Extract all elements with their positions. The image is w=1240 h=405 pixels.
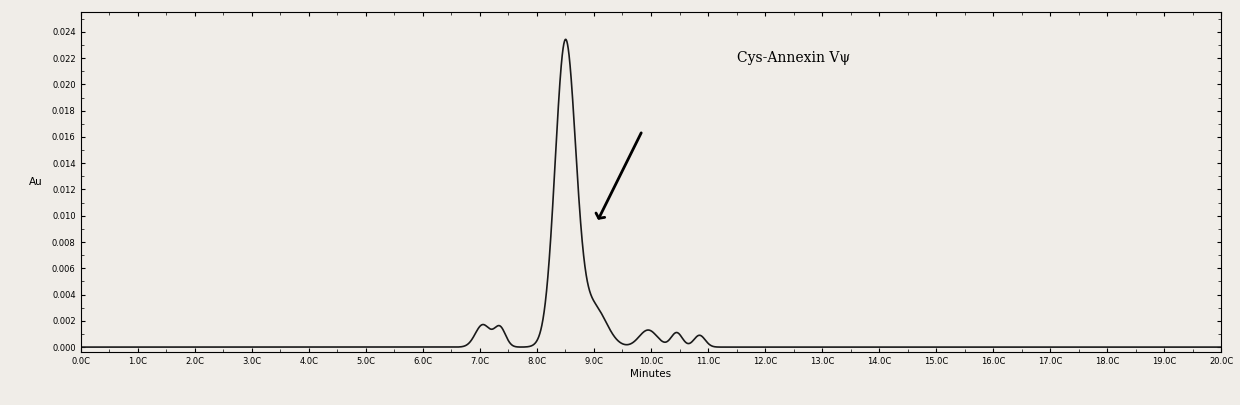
X-axis label: Minutes: Minutes (630, 369, 672, 379)
Text: Cys-Annexin Vψ: Cys-Annexin Vψ (737, 51, 849, 65)
Y-axis label: Au: Au (29, 177, 42, 187)
